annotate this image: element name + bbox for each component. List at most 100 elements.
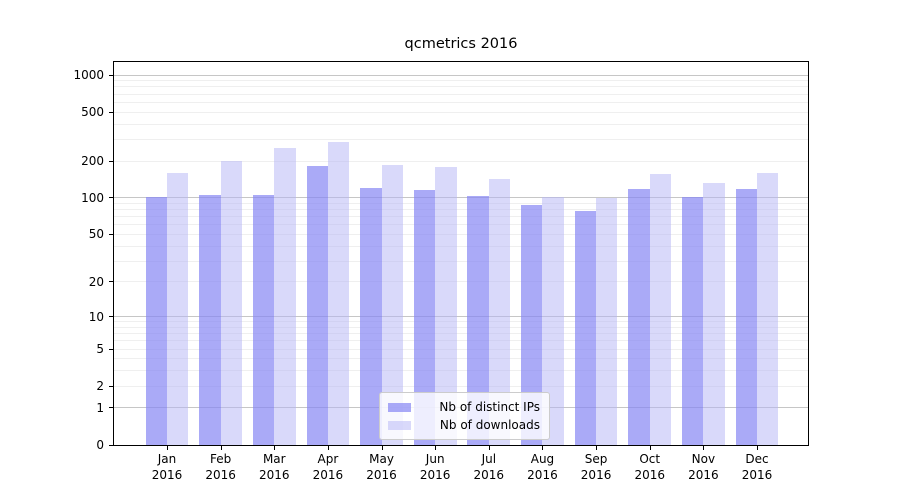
minor-gridline [114,202,808,204]
y-tick-label: 5 [96,342,104,357]
y-tick-label: 50 [88,227,104,242]
x-tick-month: Oct [639,452,661,466]
x-tick-mark [220,445,222,450]
bar-distinct-ips [628,188,650,445]
x-tick-year: 2016 [634,467,665,482]
x-tick-month: Sep [584,452,608,466]
minor-gridline [114,385,808,387]
bar-distinct-ips [574,211,597,445]
legend-swatch-downloads [388,420,411,430]
x-tick-label: Aug 2016 [510,452,574,483]
x-tick-mark [381,445,383,450]
major-gridline [114,74,808,76]
y-tick-mark [109,233,114,235]
x-tick-year: 2016 [258,467,290,482]
x-tick-mark [757,445,758,450]
y-tick-label: 0 [96,438,104,452]
major-gridline [114,316,808,318]
bar-downloads [596,197,618,445]
legend-label-downloads: Nb of downloads [439,418,540,432]
minor-gridline [114,101,808,103]
x-tick-year: 2016 [312,467,344,482]
x-tick-year: 2016 [366,467,397,482]
minor-gridline [114,160,808,162]
x-tick-label: Mar 2016 [242,452,306,483]
y-tick-label: 500 [81,105,104,120]
x-tick-year: 2016 [151,467,183,482]
legend-entry-distinct-ips: Nb of distinct IPs [388,398,540,416]
bar-distinct-ips [252,195,275,445]
x-tick-year: 2016 [580,467,612,482]
bar-distinct-ips [306,166,328,445]
bar-downloads [488,179,511,445]
legend: Nb of distinct IPs Nb of downloads [379,392,550,440]
x-tick-label: Apr 2016 [296,452,360,483]
x-tick-mark [327,445,329,450]
bar-distinct-ips [199,195,221,445]
y-tick-mark [109,407,114,409]
x-tick-mark [167,445,168,450]
minor-gridline [114,326,808,328]
y-tick-mark [109,385,114,387]
legend-label-distinct-ips: Nb of distinct IPs [439,400,540,414]
minor-gridline [114,281,808,283]
y-tick-label: 10 [88,309,104,324]
bar-distinct-ips [145,197,167,445]
x-tick-month: Mar [262,452,286,466]
x-tick-label: Jul 2016 [457,452,521,483]
bar-distinct-ips [681,196,704,445]
bar-downloads [435,166,457,445]
x-tick-year: 2016 [419,467,451,482]
bar-distinct-ips [735,189,757,445]
x-tick-label: Oct 2016 [618,452,682,483]
y-tick-mark [109,281,114,283]
bar-downloads [542,197,564,445]
x-tick-month: Feb [210,452,232,466]
minor-gridline [114,93,808,95]
major-gridline [114,197,808,199]
bar-distinct-ips [467,195,489,445]
x-tick-month: Jun [425,452,445,466]
x-tick-year: 2016 [527,467,558,482]
minor-gridline [114,123,808,125]
minor-gridline [114,111,808,113]
bar-downloads [757,172,779,445]
minor-gridline [114,209,808,211]
x-tick-month: Apr [317,452,339,466]
minor-gridline [114,370,808,372]
x-tick-month: Jul [481,452,497,466]
x-tick-month: Dec [745,452,769,466]
minor-gridline [114,86,808,88]
minor-gridline [114,358,808,360]
minor-gridline [114,340,808,342]
x-tick-mark [435,445,437,450]
x-tick-month: Nov [691,452,716,466]
x-tick-mark [542,445,544,450]
bar-downloads [167,173,189,445]
minor-gridline [114,348,808,350]
bar-downloads [274,148,296,445]
x-tick-label: Jan 2016 [135,452,199,483]
x-tick-month: May [369,452,394,466]
minor-gridline [114,224,808,226]
y-tick-mark [109,348,114,350]
x-tick-label: Nov 2016 [671,452,735,483]
minor-gridline [114,80,808,82]
minor-gridline [114,138,808,140]
bar-downloads [220,161,243,445]
x-tick-label: Sep 2016 [564,452,628,483]
x-tick-month: Aug [530,452,555,466]
minor-gridline [114,333,808,335]
bar-downloads [649,173,672,445]
minor-gridline [114,321,808,323]
y-tick-label: 1 [96,400,104,415]
y-tick-mark [109,444,114,446]
bar-distinct-ips [413,189,436,445]
bar-downloads [703,182,725,445]
legend-swatch-distinct-ips [388,402,411,412]
y-tick-mark [109,316,114,318]
x-tick-year: 2016 [688,467,719,482]
legend-entry-downloads: Nb of downloads [388,416,540,434]
x-tick-year: 2016 [205,467,236,482]
